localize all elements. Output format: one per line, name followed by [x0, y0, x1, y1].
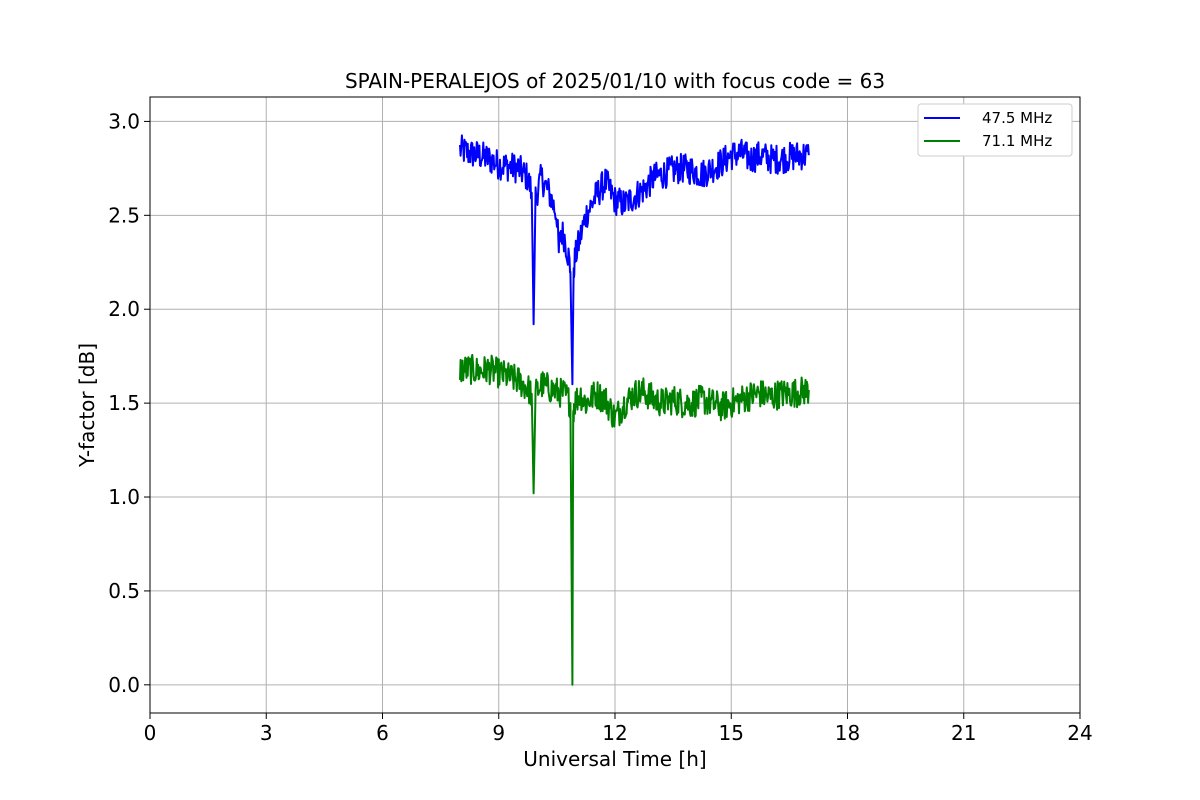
y-tick-label: 1.5	[108, 391, 140, 415]
x-tick-label: 18	[835, 721, 860, 745]
series-group	[459, 134, 810, 686]
legend: 47.5 MHz 71.1 MHz	[917, 103, 1073, 157]
x-tick-label: 3	[260, 721, 273, 745]
x-tick-label: 21	[951, 721, 976, 745]
series-line-2	[459, 353, 810, 686]
x-tick-label: 12	[602, 721, 627, 745]
y-axis-label: Y-factor [dB]	[75, 343, 99, 468]
x-tick-label: 6	[376, 721, 389, 745]
y-tick-label: 2.5	[108, 203, 140, 227]
y-axis: 0.0 0.5 1.0 1.5 2.0 2.5 3.0	[108, 109, 150, 697]
chart-title: SPAIN-PERALEJOS of 2025/01/10 with focus…	[345, 69, 885, 93]
x-tick-label: 0	[144, 721, 157, 745]
y-tick-label: 2.0	[108, 297, 140, 321]
legend-label-1: 47.5 MHz	[982, 109, 1052, 127]
series-line-1	[459, 134, 810, 386]
x-axis: 0 3 6 9 12 15 18 21 24	[144, 713, 1093, 745]
y-tick-label: 0.5	[108, 579, 140, 603]
x-tick-label: 24	[1067, 721, 1092, 745]
y-tick-label: 1.0	[108, 485, 140, 509]
x-axis-label: Universal Time [h]	[523, 747, 706, 771]
x-tick-label: 15	[719, 721, 744, 745]
x-tick-label: 9	[492, 721, 505, 745]
legend-label-2: 71.1 MHz	[982, 132, 1052, 150]
y-tick-label: 3.0	[108, 109, 140, 133]
y-tick-label: 0.0	[108, 673, 140, 697]
